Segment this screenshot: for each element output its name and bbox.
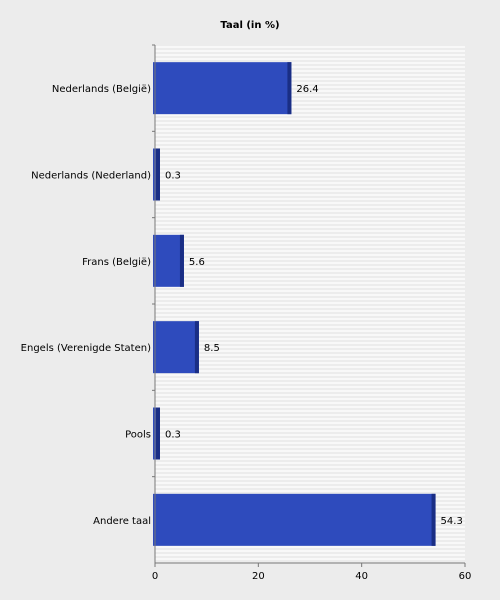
- data-label: 26.4: [296, 84, 318, 95]
- category-label: Pools: [125, 430, 151, 441]
- x-tick-label: 0: [152, 571, 158, 582]
- category-label: Nederlands (België): [52, 84, 151, 95]
- bars: [153, 62, 436, 546]
- bar-edge: [194, 321, 199, 374]
- labels: Nederlands (België) 26.4 Nederlands (Neder…: [21, 84, 472, 582]
- bar-edge: [179, 234, 184, 287]
- category-label: Frans (België): [82, 257, 151, 268]
- bar-edge: [287, 62, 292, 115]
- axes: [152, 44, 466, 567]
- bar-edge: [431, 493, 436, 546]
- x-tick-label: 60: [459, 571, 472, 582]
- chart-title: Taal (in %): [220, 20, 279, 31]
- bar-edge: [156, 148, 160, 201]
- category-label: Nederlands (Nederland): [31, 171, 151, 182]
- bar: [153, 493, 436, 546]
- bar: [153, 321, 199, 374]
- bar: [153, 234, 184, 287]
- category-label: Engels (Verenigde Staten): [21, 343, 151, 354]
- bar-edge: [156, 407, 160, 460]
- data-label: 8.5: [204, 343, 220, 354]
- data-label: 0.3: [165, 171, 181, 182]
- x-tick-label: 20: [252, 571, 265, 582]
- bar: [153, 62, 292, 115]
- x-tick-label: 40: [355, 571, 368, 582]
- category-label: Andere taal: [93, 516, 151, 527]
- data-label: 5.6: [189, 257, 205, 268]
- data-label: 0.3: [165, 430, 181, 441]
- data-label: 54.3: [441, 516, 463, 527]
